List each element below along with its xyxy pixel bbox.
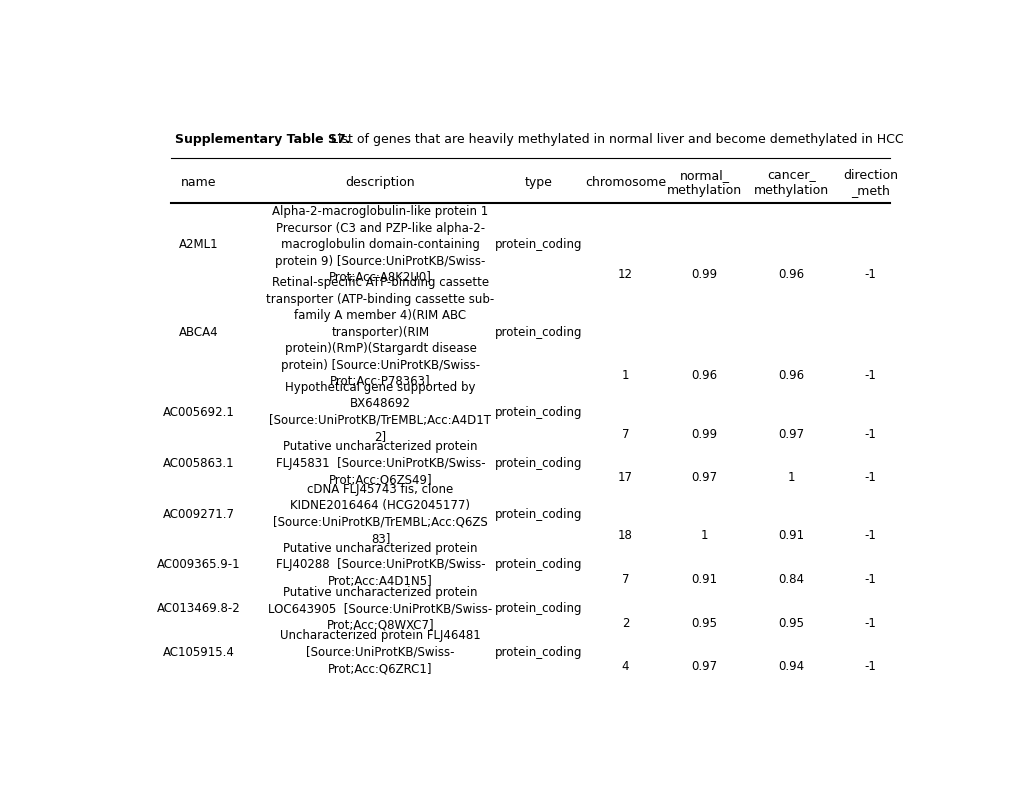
Text: -1: -1 (864, 268, 875, 281)
Text: 0.94: 0.94 (777, 660, 804, 673)
Text: 0.96: 0.96 (777, 370, 804, 382)
Text: ABCA4: ABCA4 (178, 325, 218, 339)
Text: 0.91: 0.91 (777, 530, 804, 542)
Text: 0.84: 0.84 (777, 573, 804, 586)
Text: AC009271.7: AC009271.7 (162, 507, 234, 521)
Text: 0.99: 0.99 (691, 428, 717, 440)
Text: -1: -1 (864, 471, 875, 484)
Text: 0.97: 0.97 (691, 471, 717, 484)
Text: description: description (345, 176, 415, 189)
Text: 12: 12 (618, 268, 633, 281)
Text: protein_coding: protein_coding (494, 645, 582, 659)
Text: -1: -1 (864, 660, 875, 673)
Text: 0.97: 0.97 (777, 428, 804, 440)
Text: type: type (524, 176, 552, 189)
Text: AC013469.8-2: AC013469.8-2 (157, 602, 240, 615)
Text: Putative uncharacterized protein
FLJ45831  [Source:UniProtKB/Swiss-
Prot;Acc:Q6Z: Putative uncharacterized protein FLJ4583… (275, 440, 485, 486)
Text: normal_
methylation: normal_ methylation (666, 169, 742, 196)
Text: 18: 18 (618, 530, 633, 542)
Text: AC005692.1: AC005692.1 (163, 406, 234, 418)
Text: 0.95: 0.95 (691, 617, 716, 630)
Text: direction
_meth: direction _meth (843, 169, 897, 196)
Text: -1: -1 (864, 530, 875, 542)
Text: protein_coding: protein_coding (494, 406, 582, 418)
Text: protein_coding: protein_coding (494, 559, 582, 571)
Text: -1: -1 (864, 370, 875, 382)
Text: cDNA FLJ45743 fis, clone
KIDNE2016464 (HCG2045177)
[Source:UniProtKB/TrEMBL;Acc:: cDNA FLJ45743 fis, clone KIDNE2016464 (H… (273, 483, 487, 545)
Text: 0.96: 0.96 (691, 370, 717, 382)
Text: List of genes that are heavily methylated in normal liver and become demethylate: List of genes that are heavily methylate… (326, 133, 903, 146)
Text: 7: 7 (622, 428, 629, 440)
Text: protein_coding: protein_coding (494, 325, 582, 339)
Text: Putative uncharacterized protein
LOC643905  [Source:UniProtKB/Swiss-
Prot;Acc:Q8: Putative uncharacterized protein LOC6439… (268, 585, 492, 631)
Text: Supplementary Table S7.: Supplementary Table S7. (175, 133, 351, 146)
Text: 1: 1 (787, 471, 795, 484)
Text: 0.91: 0.91 (691, 573, 717, 586)
Text: Uncharacterized protein FLJ46481
[Source:UniProtKB/Swiss-
Prot;Acc:Q6ZRC1]: Uncharacterized protein FLJ46481 [Source… (280, 629, 480, 675)
Text: protein_coding: protein_coding (494, 456, 582, 470)
Text: cancer_
methylation: cancer_ methylation (753, 169, 828, 196)
Text: Putative uncharacterized protein
FLJ40288  [Source:UniProtKB/Swiss-
Prot;Acc:A4D: Putative uncharacterized protein FLJ4028… (275, 542, 485, 588)
Text: protein_coding: protein_coding (494, 507, 582, 521)
Text: AC005863.1: AC005863.1 (163, 456, 234, 470)
Text: 2: 2 (622, 617, 629, 630)
Text: protein_coding: protein_coding (494, 602, 582, 615)
Text: protein_coding: protein_coding (494, 239, 582, 251)
Text: 0.97: 0.97 (691, 660, 717, 673)
Text: A2ML1: A2ML1 (178, 239, 218, 251)
Text: -1: -1 (864, 573, 875, 586)
Text: 1: 1 (700, 530, 707, 542)
Text: 4: 4 (622, 660, 629, 673)
Text: 1: 1 (622, 370, 629, 382)
Text: AC105915.4: AC105915.4 (163, 645, 234, 659)
Text: 0.95: 0.95 (777, 617, 804, 630)
Text: 7: 7 (622, 573, 629, 586)
Text: name: name (180, 176, 216, 189)
Text: 17: 17 (618, 471, 633, 484)
Text: 0.99: 0.99 (691, 268, 717, 281)
Text: Retinal-specific ATP-binding cassette
transporter (ATP-binding cassette sub-
fam: Retinal-specific ATP-binding cassette tr… (266, 277, 494, 388)
Text: Alpha-2-macroglobulin-like protein 1
Precursor (C3 and PZP-like alpha-2-
macrogl: Alpha-2-macroglobulin-like protein 1 Pre… (272, 206, 488, 284)
Text: 0.96: 0.96 (777, 268, 804, 281)
Text: AC009365.9-1: AC009365.9-1 (157, 559, 240, 571)
Text: chromosome: chromosome (584, 176, 665, 189)
Text: -1: -1 (864, 617, 875, 630)
Text: Hypothetical gene supported by
BX648692
[Source:UniProtKB/TrEMBL;Acc:A4D1T
2]: Hypothetical gene supported by BX648692 … (269, 381, 491, 444)
Text: -1: -1 (864, 428, 875, 440)
